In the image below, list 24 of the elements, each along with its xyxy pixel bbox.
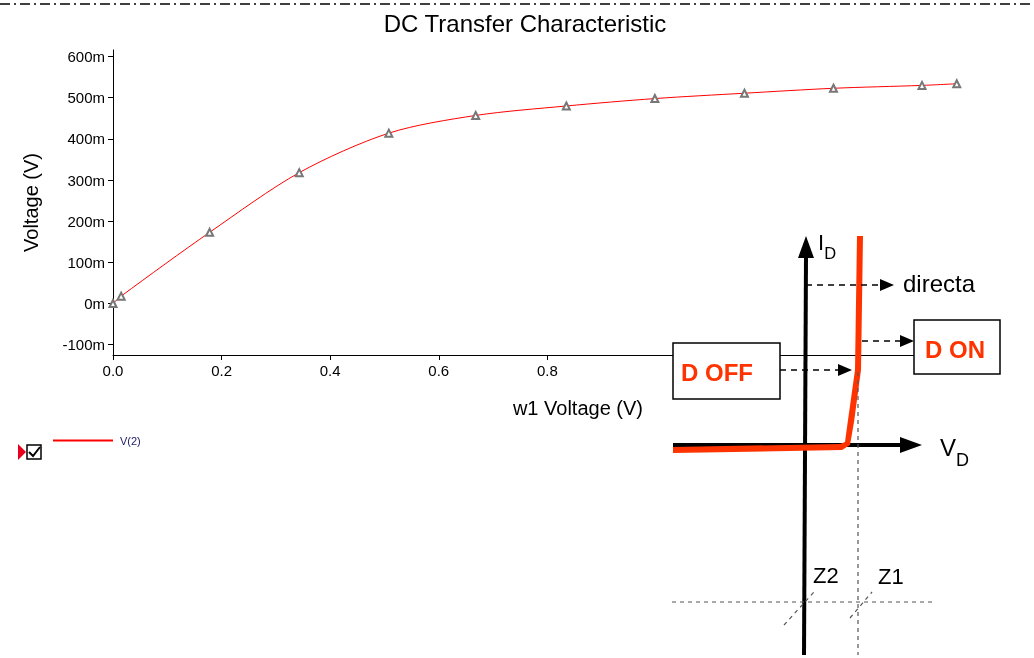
text: D OFF <box>681 359 753 386</box>
y-tick-label: 600m <box>67 48 105 66</box>
y-tick-label: 300m <box>67 171 105 189</box>
x-tick-label: 0.2 <box>211 362 233 379</box>
text: Z2 <box>813 563 839 588</box>
text: V$_{D}$ <box>940 434 970 470</box>
y-tick-label: 100m <box>67 253 105 271</box>
y-tick-label: 200m <box>67 212 105 230</box>
annotation: I$_{D}$ <box>818 230 837 262</box>
y-tick-label: 0m <box>84 295 105 313</box>
chart-title: DC Transfer Characteristic <box>383 9 667 37</box>
y-tick-label: 500m <box>67 89 105 107</box>
x-tick-label: 0.6 <box>428 362 450 379</box>
annotation: D ON <box>925 336 985 363</box>
text: Z1 <box>878 564 904 589</box>
x-tick-label: 0.0 <box>102 362 124 379</box>
y-axis-title: Voltage (V) <box>20 153 42 252</box>
y-tick-label: 400m <box>67 130 105 148</box>
annotation: directa <box>903 270 976 297</box>
y-tick-label: -100m <box>62 336 105 354</box>
x-axis-title: w1 Voltage (V) <box>511 397 644 419</box>
x-tick-label: 0.4 <box>319 362 341 379</box>
text: V(2) <box>120 434 141 447</box>
x-tick-label: 0.8 <box>536 362 558 379</box>
